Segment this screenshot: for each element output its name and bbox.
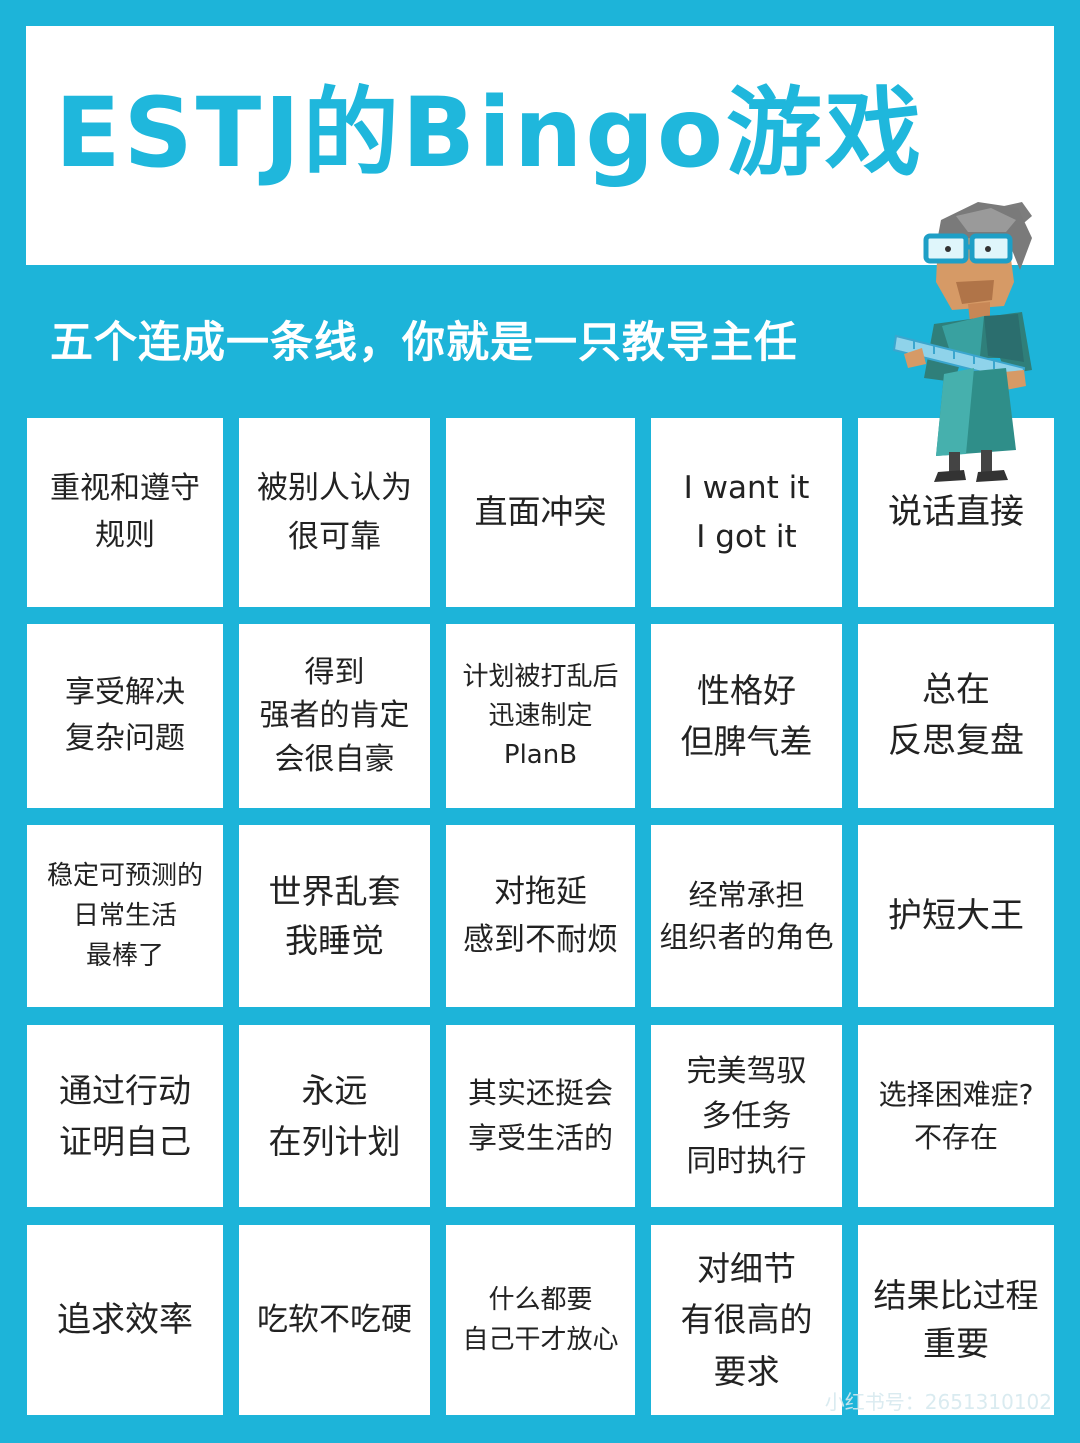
subtitle: 五个连成一条线，你就是一只教导主任: [50, 318, 798, 368]
bingo-cell[interactable]: 完美驾驭 多任务 同时执行: [651, 1025, 842, 1207]
bingo-cell[interactable]: 选择困难症? 不存在: [858, 1025, 1054, 1207]
title-panel: [26, 26, 1054, 265]
bingo-cell[interactable]: 性格好 但脾气差: [651, 624, 842, 808]
bingo-cell[interactable]: 其实还挺会 享受生活的: [446, 1025, 635, 1207]
bingo-cell[interactable]: 对拖延 感到不耐烦: [446, 825, 635, 1007]
bingo-cell[interactable]: 什么都要 自己干才放心: [446, 1225, 635, 1415]
bingo-cell[interactable]: 护短大王: [858, 825, 1054, 1007]
bingo-cell[interactable]: 重视和遵守 规则: [27, 418, 223, 607]
bingo-cell[interactable]: 总在 反思复盘: [858, 624, 1054, 808]
bingo-cell[interactable]: 计划被打乱后 迅速制定 PlanB: [446, 624, 635, 808]
teacher-with-ruler-icon: [892, 202, 1032, 482]
bingo-cell[interactable]: 得到 强者的肯定 会很自豪: [239, 624, 430, 808]
bingo-cell[interactable]: 对细节 有很高的 要求: [651, 1225, 842, 1415]
bingo-cell[interactable]: I want it I got it: [651, 418, 842, 607]
bingo-cell[interactable]: 被别人认为 很可靠: [239, 418, 430, 607]
bingo-cell[interactable]: 吃软不吃硬: [239, 1225, 430, 1415]
bingo-cell[interactable]: 经常承担 组织者的角色: [651, 825, 842, 1007]
bingo-cell[interactable]: 稳定可预测的 日常生活 最棒了: [27, 825, 223, 1007]
bingo-cell[interactable]: 通过行动 证明自己: [27, 1025, 223, 1207]
bingo-cell[interactable]: 世界乱套 我睡觉: [239, 825, 430, 1007]
watermark: 小红书号：2651310102: [824, 1390, 1052, 1414]
bingo-cell[interactable]: 永远 在列计划: [239, 1025, 430, 1207]
bingo-cell[interactable]: 追求效率: [27, 1225, 223, 1415]
bingo-cell[interactable]: 直面冲突: [446, 418, 635, 607]
page-title: ESTJ的Bingo游戏: [55, 77, 925, 189]
bingo-cell[interactable]: 结果比过程 重要: [858, 1225, 1054, 1415]
bingo-cell[interactable]: 享受解决 复杂问题: [27, 624, 223, 808]
